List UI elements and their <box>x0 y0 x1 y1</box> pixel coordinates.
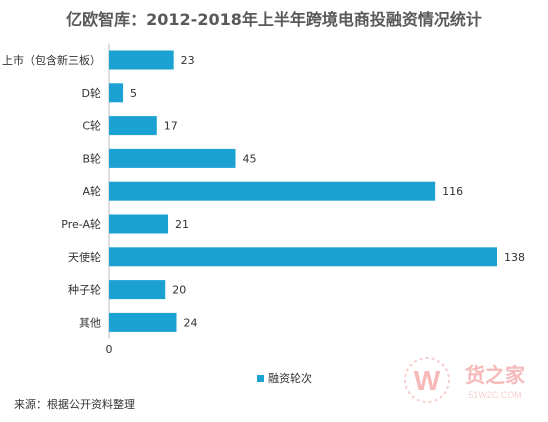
bar <box>109 280 166 300</box>
legend-swatch <box>257 374 264 382</box>
source-note: 来源：根据公开资料整理 <box>14 398 135 411</box>
data-label: 116 <box>442 185 463 198</box>
data-label: 23 <box>181 54 195 67</box>
bar <box>109 148 236 168</box>
category-label: 其他 <box>79 316 101 329</box>
data-label: 21 <box>175 218 189 231</box>
legend-label: 融资轮次 <box>268 372 312 385</box>
plot-area: 上市（包含新三板） 23 D轮 5 C轮 17 B轮 45 A轮 116 Pre-A轮 21 天使轮 13… <box>2 43 525 356</box>
watermark-brand: 货之家 <box>465 363 526 387</box>
data-label: 17 <box>164 120 178 133</box>
category-label: A轮 <box>82 184 101 198</box>
category-label: 天使轮 <box>68 250 101 264</box>
x-tick-label: 0 <box>106 343 113 356</box>
bar <box>109 214 169 234</box>
category-label: 种子轮 <box>68 283 101 297</box>
data-label: 24 <box>183 316 197 329</box>
watermark-logo: W 货之家 51W2C.COM <box>404 357 526 403</box>
category-label: B轮 <box>82 151 101 165</box>
bar <box>109 83 124 103</box>
category-label: D轮 <box>82 86 101 100</box>
legend: 融资轮次 <box>257 370 312 386</box>
data-label: 138 <box>504 251 525 264</box>
category-label: C轮 <box>82 119 101 133</box>
watermark-letter: W <box>414 365 441 396</box>
data-label: 20 <box>172 284 186 297</box>
chart-title: 亿欧智库：2012-2018年上半年跨境电商投融资情况统计 <box>66 10 482 29</box>
bar <box>109 50 174 70</box>
bar <box>109 181 436 201</box>
bar <box>109 247 497 267</box>
category-label: Pre-A轮 <box>61 217 101 231</box>
watermark-site: 51W2C.COM <box>468 390 522 400</box>
data-label: 45 <box>243 152 257 165</box>
bar <box>109 312 177 332</box>
bar <box>109 116 157 136</box>
category-label: 上市（包含新三板） <box>2 53 101 67</box>
data-label: 5 <box>130 87 137 100</box>
